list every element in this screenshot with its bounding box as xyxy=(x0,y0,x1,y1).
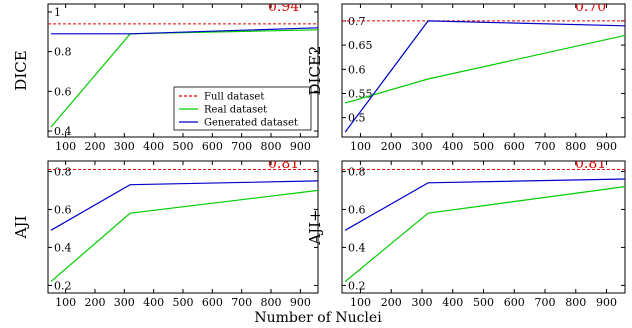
x-tick-label: 400 xyxy=(143,140,164,153)
x-tick-label: 400 xyxy=(442,140,463,153)
x-axis-label: Number of Nuclei xyxy=(254,310,382,326)
x-tick-label: 100 xyxy=(55,296,76,309)
x-tick-label: 300 xyxy=(411,296,432,309)
panel-dice2: 100 200 300 400 500 600 700 800 9000.50.550.60.6… xyxy=(306,0,626,153)
series-line-generated-dataset xyxy=(50,180,318,231)
x-tick-label: 600 xyxy=(202,140,223,153)
x-tick-label: 900 xyxy=(596,296,617,309)
panel-aji-plus: 100 200 300 400 500 600 700 800 900 0.2 0.4 0.6 0.8 A… xyxy=(306,156,626,309)
series-line-real-dataset xyxy=(50,189,318,283)
legend-label: Full dataset xyxy=(204,92,264,103)
y-tick-label: 0.6 xyxy=(54,85,72,98)
x-tick-label: 300 xyxy=(411,140,432,153)
series-line-generated-dataset xyxy=(344,178,625,231)
y-tick-label: 0.2 xyxy=(348,279,366,292)
y-tick-label: 1 xyxy=(54,6,61,19)
y-tick-label: 0.5 xyxy=(348,112,366,125)
x-tick-label: 200 xyxy=(84,140,105,153)
y-tick-label: 0.4 xyxy=(54,241,72,254)
series-line-generated-dataset xyxy=(50,27,318,35)
y-tick-label: 0.4 xyxy=(348,241,366,254)
y-tick-label: 0.8 xyxy=(54,46,72,59)
y-axis-label: DICE2 xyxy=(306,46,324,96)
plot-frame xyxy=(341,3,626,138)
y-tick-label: 0.2 xyxy=(54,279,72,292)
x-tick-label: 100 xyxy=(350,296,371,309)
full-dataset-value-label: 0.70 xyxy=(575,0,606,15)
full-dataset-value-label: 0.81 xyxy=(268,156,299,172)
x-tick-label: 300 xyxy=(114,140,135,153)
y-tick-label: 0.6 xyxy=(348,203,366,216)
x-tick-label: 800 xyxy=(261,296,282,309)
y-axis-label: AJI xyxy=(12,216,30,240)
y-tick-label: 0.65 xyxy=(348,39,373,52)
y-tick-label: 0.8 xyxy=(54,165,72,178)
x-tick-label: 200 xyxy=(381,296,402,309)
x-tick-label: 300 xyxy=(114,296,135,309)
plot-frame xyxy=(47,160,319,294)
x-tick-label: 800 xyxy=(261,140,282,153)
legend-label: Real dataset xyxy=(204,105,267,116)
y-tick-label: 0.8 xyxy=(348,165,366,178)
x-tick-label: 400 xyxy=(442,296,463,309)
x-tick-label: 700 xyxy=(535,140,556,153)
x-tick-label: 200 xyxy=(84,296,105,309)
plot-frame xyxy=(341,160,626,294)
panel-dice: 100 200 300 400 500 600 700 800 900 0.4 0.6 0.8 1 DIC… xyxy=(12,0,319,153)
y-axis-label: DICE xyxy=(12,50,30,90)
full-dataset-value-label: 0.94 xyxy=(268,0,299,15)
y-tick-label: 0.6 xyxy=(54,203,72,216)
x-tick-label: 600 xyxy=(202,296,223,309)
x-tick-label: 900 xyxy=(596,140,617,153)
x-tick-label: 800 xyxy=(565,296,586,309)
x-tick-label: 500 xyxy=(173,140,194,153)
x-tick-label: 900 xyxy=(290,296,311,309)
series-line-generated-dataset xyxy=(344,20,625,133)
x-tick-label: 600 xyxy=(504,296,525,309)
series-line-real-dataset xyxy=(344,186,625,283)
y-axis-label: AJI+ xyxy=(306,209,324,245)
x-tick-label: 500 xyxy=(473,296,494,309)
x-tick-label: 400 xyxy=(143,296,164,309)
y-tick-label: 0.7 xyxy=(348,15,366,28)
legend: Full dataset Real dataset Generated datase… xyxy=(173,86,312,131)
x-tick-label: 500 xyxy=(173,296,194,309)
legend-label: Generated dataset xyxy=(204,118,298,129)
x-tick-label: 700 xyxy=(231,140,252,153)
x-tick-label: 100 xyxy=(55,140,76,153)
x-tick-label: 900 xyxy=(290,140,311,153)
x-tick-label: 700 xyxy=(231,296,252,309)
x-tick-label: 700 xyxy=(535,296,556,309)
x-tick-label: 600 xyxy=(504,140,525,153)
x-tick-label: 800 xyxy=(565,140,586,153)
x-tick-label: 200 xyxy=(381,140,402,153)
y-tick-label: 0.6 xyxy=(348,63,366,76)
panel-aji: 100 200 300 400 500 600 700 800 900 0.2 0.4 0.6 0.8 A… xyxy=(12,156,319,309)
series-line-real-dataset xyxy=(344,34,625,104)
x-tick-label: 100 xyxy=(350,140,371,153)
x-tick-label: 500 xyxy=(473,140,494,153)
full-dataset-value-label: 0.81 xyxy=(575,156,606,172)
y-tick-label: 0.4 xyxy=(54,125,72,138)
